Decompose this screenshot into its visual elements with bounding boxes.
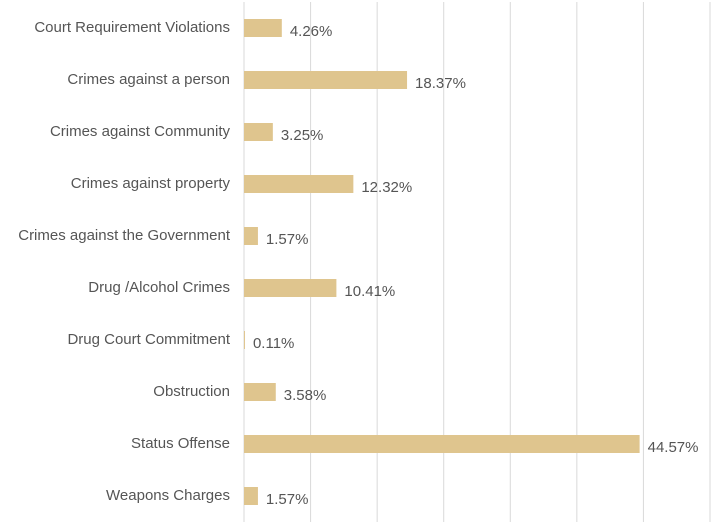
- y-tick-label: Drug /Alcohol Crimes: [88, 279, 230, 296]
- bar: [244, 435, 640, 453]
- data-label: 1.57%: [266, 231, 309, 248]
- y-tick-label: Crimes against a person: [67, 71, 230, 88]
- y-tick-label: Status Offense: [131, 435, 230, 452]
- bar: [244, 175, 354, 193]
- y-tick-label: Obstruction: [153, 383, 230, 400]
- y-tick-label: Court Requirement Violations: [34, 19, 230, 36]
- bar: [244, 123, 273, 141]
- y-tick-label: Drug Court Commitment: [67, 331, 230, 348]
- bar: [244, 227, 258, 245]
- bar: [244, 487, 258, 505]
- y-tick-label: Crimes against property: [71, 175, 231, 192]
- data-label: 12.32%: [361, 179, 412, 196]
- bar: [244, 383, 276, 401]
- y-tick-label: Weapons Charges: [106, 487, 230, 504]
- bar: [244, 19, 282, 37]
- bar: [244, 331, 245, 349]
- data-label: 4.26%: [290, 23, 333, 40]
- bar: [244, 279, 337, 297]
- data-label: 3.25%: [281, 127, 324, 144]
- bar: [244, 71, 408, 89]
- y-tick-label: Crimes against the Government: [18, 227, 231, 244]
- data-label: 10.41%: [344, 283, 395, 300]
- data-label: 0.11%: [253, 335, 294, 352]
- data-label: 1.57%: [266, 491, 309, 508]
- data-label: 18.37%: [415, 75, 466, 92]
- y-tick-label: Crimes against Community: [50, 123, 231, 140]
- data-label: 3.58%: [284, 387, 327, 404]
- data-label: 44.57%: [648, 439, 699, 456]
